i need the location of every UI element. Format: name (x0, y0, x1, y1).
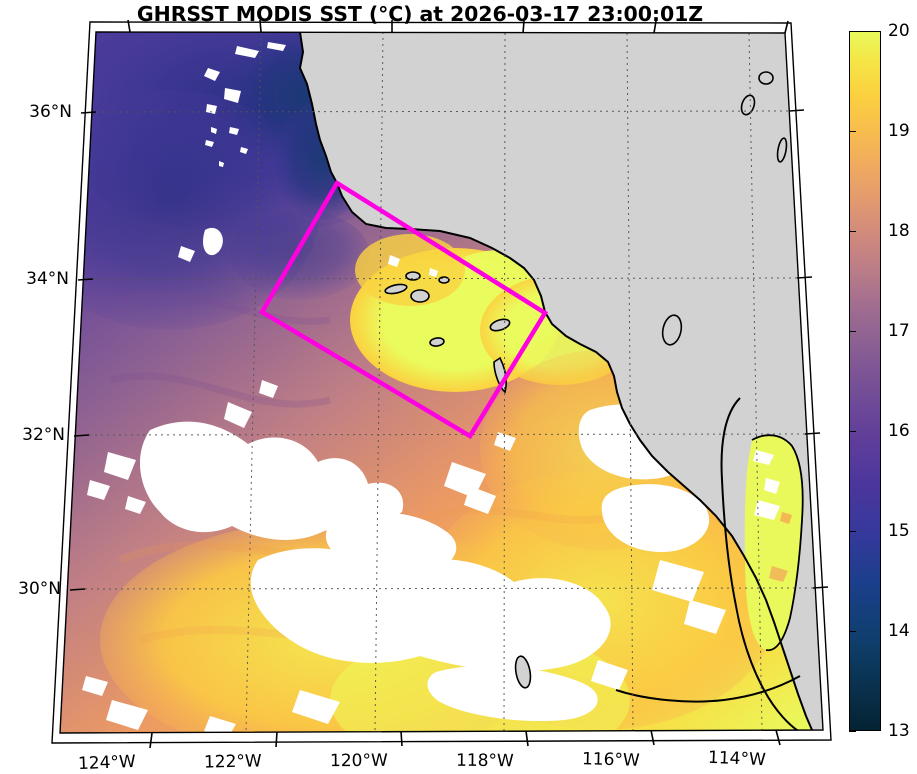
gulf-warm-water (744, 435, 803, 651)
colorbar-tick-14 (849, 631, 856, 632)
colorbar-tick-13 (849, 731, 856, 732)
xtick-label-114w: 114°W (707, 747, 767, 771)
map-frame (51, 21, 832, 744)
colorbar-tick-15 (849, 531, 856, 532)
inland-border (615, 675, 801, 703)
colorbar-label-13: 13 (888, 721, 910, 741)
channel-islands (384, 71, 788, 689)
colorbar-label-18: 18 (888, 221, 910, 241)
colorbar-label-16: 16 (888, 421, 910, 441)
colorbar-tick-20 (849, 31, 856, 32)
colorbar-label-20: 20 (888, 21, 910, 41)
colorbar-tick-17 (849, 331, 856, 332)
colorbar-tick-18 (849, 231, 856, 232)
map-panel[interactable]: 36°N 34°N 32°N 30°N 124°W 122°W 120°W 11… (0, 0, 845, 774)
colorbar-label-17: 17 (888, 321, 910, 341)
gulf-shoreline (751, 434, 804, 652)
colorbar-label-15: 15 (888, 521, 910, 541)
swath-footprint-polygon[interactable] (258, 179, 549, 440)
baja-coastline (720, 397, 801, 733)
xtick-label-118w: 118°W (455, 750, 514, 772)
colorbar-tick-19 (849, 131, 856, 132)
ytick-label-36n: 36°N (29, 102, 72, 122)
ytick-label-30n: 30°N (18, 579, 61, 599)
colorbar-label-19: 19 (888, 121, 910, 141)
xtick-label-122w: 122°W (203, 751, 262, 773)
xtick-label-116w: 116°W (581, 749, 641, 771)
sst-map-svg[interactable] (0, 0, 845, 774)
axis-ticks (69, 19, 829, 749)
colorbar-label-14: 14 (888, 621, 910, 641)
colorbar-tick-16 (849, 431, 856, 432)
ytick-label-32n: 32°N (22, 425, 65, 445)
cloud-nodata-patches (82, 42, 734, 733)
xtick-label-124w: 124°W (77, 751, 137, 774)
ytick-label-34n: 34°N (26, 269, 69, 289)
xtick-label-120w: 120°W (329, 750, 388, 772)
colorbar[interactable] (849, 31, 881, 731)
